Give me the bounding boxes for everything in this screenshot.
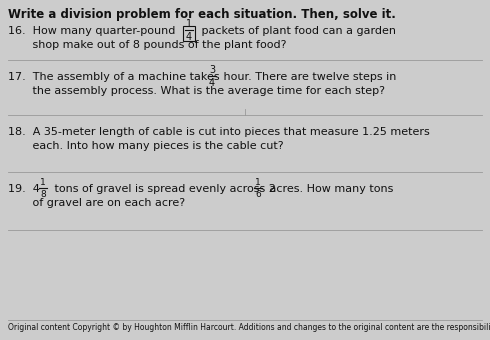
- Text: 1: 1: [255, 178, 261, 187]
- Text: 3: 3: [209, 65, 215, 75]
- Text: each. Into how many pieces is the cable cut?: each. Into how many pieces is the cable …: [8, 141, 284, 151]
- Text: 1: 1: [186, 19, 192, 29]
- Text: 8: 8: [40, 190, 46, 199]
- Text: shop make out of 8 pounds of the plant food?: shop make out of 8 pounds of the plant f…: [8, 40, 287, 50]
- Text: 1: 1: [40, 178, 46, 187]
- Text: Write a division problem for each situation. Then, solve it.: Write a division problem for each situat…: [8, 8, 396, 21]
- Text: 6: 6: [255, 190, 261, 199]
- Text: the assembly process. What is the average time for each step?: the assembly process. What is the averag…: [8, 86, 385, 96]
- Text: 4: 4: [186, 32, 192, 42]
- Text: 16.  How many quarter-pound: 16. How many quarter-pound: [8, 26, 179, 36]
- Text: of gravel are on each acre?: of gravel are on each acre?: [8, 198, 185, 208]
- Text: 18.  A 35-meter length of cable is cut into pieces that measure 1.25 meters: 18. A 35-meter length of cable is cut in…: [8, 127, 430, 137]
- Text: 17.  The assembly of a machine takes: 17. The assembly of a machine takes: [8, 72, 223, 82]
- Text: packets of plant food can a garden: packets of plant food can a garden: [198, 26, 396, 36]
- Text: tons of gravel is spread evenly across 2: tons of gravel is spread evenly across 2: [51, 184, 276, 194]
- Text: hour. There are twelve steps in: hour. There are twelve steps in: [220, 72, 396, 82]
- Text: Original content Copyright © by Houghton Mifflin Harcourt. Additions and changes: Original content Copyright © by Houghton…: [8, 323, 490, 332]
- Text: acres. How many tons: acres. How many tons: [266, 184, 393, 194]
- Text: 19.  4: 19. 4: [8, 184, 40, 194]
- Text: 4: 4: [209, 78, 215, 88]
